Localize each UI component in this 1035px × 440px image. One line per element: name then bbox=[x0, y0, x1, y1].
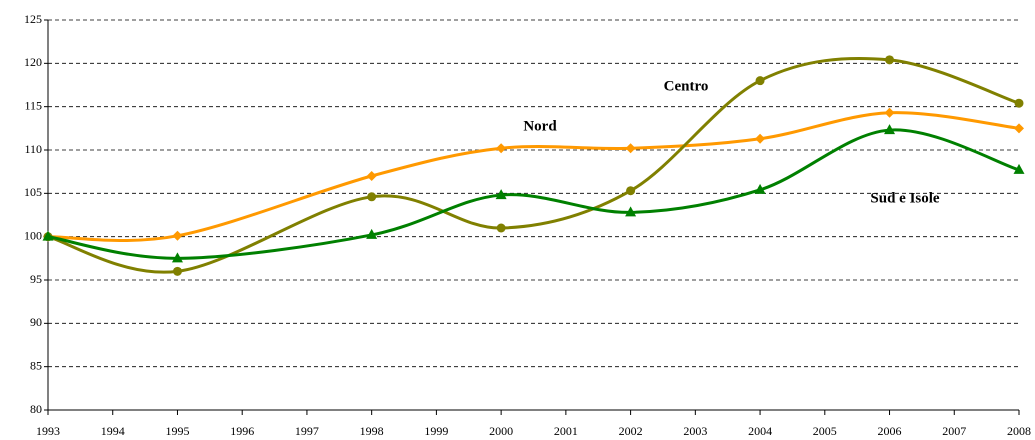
y-tick-label: 125 bbox=[24, 12, 42, 26]
marker bbox=[755, 133, 766, 144]
x-tick-label: 1997 bbox=[295, 424, 319, 438]
y-tick-label: 105 bbox=[24, 185, 42, 199]
marker bbox=[1014, 98, 1024, 108]
x-tick-label: 1995 bbox=[165, 424, 189, 438]
marker bbox=[495, 189, 507, 200]
y-tick-label: 115 bbox=[24, 98, 42, 112]
series-label: Sud e Isole bbox=[870, 190, 940, 206]
y-tick-label: 80 bbox=[30, 402, 42, 416]
x-tick-label: 1994 bbox=[101, 424, 125, 438]
series-label: Nord bbox=[523, 118, 557, 134]
y-tick-label: 90 bbox=[30, 315, 42, 329]
x-tick-label: 2001 bbox=[554, 424, 578, 438]
marker bbox=[625, 206, 637, 217]
x-tick-label: 1999 bbox=[424, 424, 448, 438]
marker bbox=[754, 183, 766, 194]
marker bbox=[885, 55, 895, 65]
y-tick-label: 120 bbox=[24, 55, 42, 69]
y-tick-label: 85 bbox=[30, 358, 42, 372]
series-label: Centro bbox=[664, 78, 709, 94]
marker bbox=[755, 76, 765, 86]
series-line bbox=[47, 56, 1020, 274]
marker bbox=[884, 124, 896, 135]
marker bbox=[1013, 163, 1025, 174]
y-tick-label: 95 bbox=[30, 272, 42, 286]
x-tick-label: 2002 bbox=[619, 424, 643, 438]
marker bbox=[1014, 123, 1024, 134]
marker bbox=[496, 223, 506, 233]
x-tick-label: 2000 bbox=[489, 424, 513, 438]
marker bbox=[42, 230, 54, 241]
marker bbox=[172, 230, 183, 241]
marker bbox=[884, 107, 895, 118]
y-tick-label: 110 bbox=[24, 142, 42, 156]
series-line bbox=[47, 128, 1020, 260]
marker bbox=[625, 143, 636, 154]
x-tick-label: 1993 bbox=[36, 424, 60, 438]
x-tick-label: 2008 bbox=[1007, 424, 1031, 438]
marker bbox=[496, 143, 507, 154]
marker bbox=[172, 266, 182, 276]
x-tick-label: 2003 bbox=[683, 424, 707, 438]
series-line bbox=[47, 111, 1020, 242]
marker bbox=[366, 171, 377, 181]
marker bbox=[366, 228, 378, 239]
marker bbox=[626, 186, 636, 196]
x-tick-label: 1996 bbox=[230, 424, 254, 438]
x-tick-label: 2007 bbox=[942, 424, 966, 438]
y-tick-label: 100 bbox=[24, 228, 42, 242]
marker bbox=[171, 252, 183, 263]
x-tick-label: 1998 bbox=[360, 424, 384, 438]
marker bbox=[367, 192, 377, 202]
x-tick-label: 2006 bbox=[878, 424, 902, 438]
x-tick-label: 2004 bbox=[748, 424, 772, 438]
x-tick-label: 2005 bbox=[813, 424, 837, 438]
